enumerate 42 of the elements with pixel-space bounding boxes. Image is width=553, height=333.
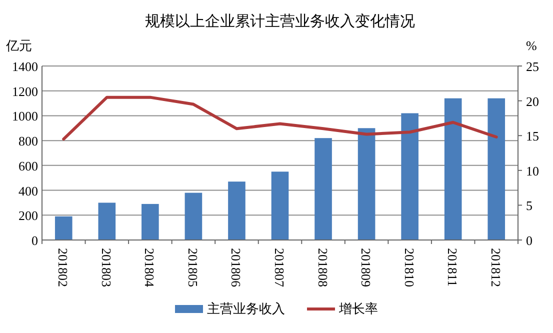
bar <box>228 182 246 240</box>
bar <box>98 202 116 240</box>
legend-label: 主营业务收入 <box>207 301 285 316</box>
y2-tick-label: 5 <box>526 198 532 214</box>
bar <box>488 98 506 240</box>
bar <box>142 204 159 240</box>
y-axis-title: 亿元 <box>5 38 32 53</box>
x-tick-label: 201809 <box>358 248 374 287</box>
y2-axis-title: % <box>526 38 537 53</box>
y2-tick-label: 20 <box>526 94 539 109</box>
y-tick-label: 0 <box>32 233 38 248</box>
bar <box>184 192 202 240</box>
y-tick-label: 1400 <box>12 59 38 74</box>
chart-title: 规模以上企业累计主营业务收入变化情况 <box>145 13 415 30</box>
y-tick-label: 600 <box>18 158 38 174</box>
x-tick-label: 201805 <box>185 248 200 287</box>
y-tick-label: 1000 <box>12 108 38 124</box>
bar <box>444 98 462 240</box>
x-tick-label: 201808 <box>315 248 330 287</box>
x-tick-label: 201807 <box>272 248 287 288</box>
bar <box>54 216 72 240</box>
y2-tick-label: 15 <box>526 128 539 144</box>
x-tick-label: 201812 <box>488 248 504 287</box>
bar <box>314 138 332 240</box>
bar <box>358 128 376 240</box>
x-tick-label: 201802 <box>56 248 71 287</box>
x-tick-label: 201804 <box>142 248 158 288</box>
bar <box>271 172 289 240</box>
y-tick-label: 800 <box>18 134 38 149</box>
bar <box>401 113 418 240</box>
x-tick-label: 201811 <box>445 248 460 287</box>
legend-label: 增长率 <box>338 301 378 316</box>
x-tick-label: 201810 <box>402 248 417 287</box>
line-series <box>62 96 498 141</box>
y2-tick-label: 10 <box>526 163 539 178</box>
x-tick-label: 201806 <box>228 248 244 288</box>
y2-tick-label: 25 <box>526 59 539 74</box>
x-tick-label: 201803 <box>98 248 114 287</box>
y-tick-label: 1200 <box>12 84 38 99</box>
y2-tick-label: 0 <box>526 233 532 248</box>
y-tick-label: 400 <box>18 183 38 198</box>
y-tick-label: 200 <box>18 208 38 224</box>
